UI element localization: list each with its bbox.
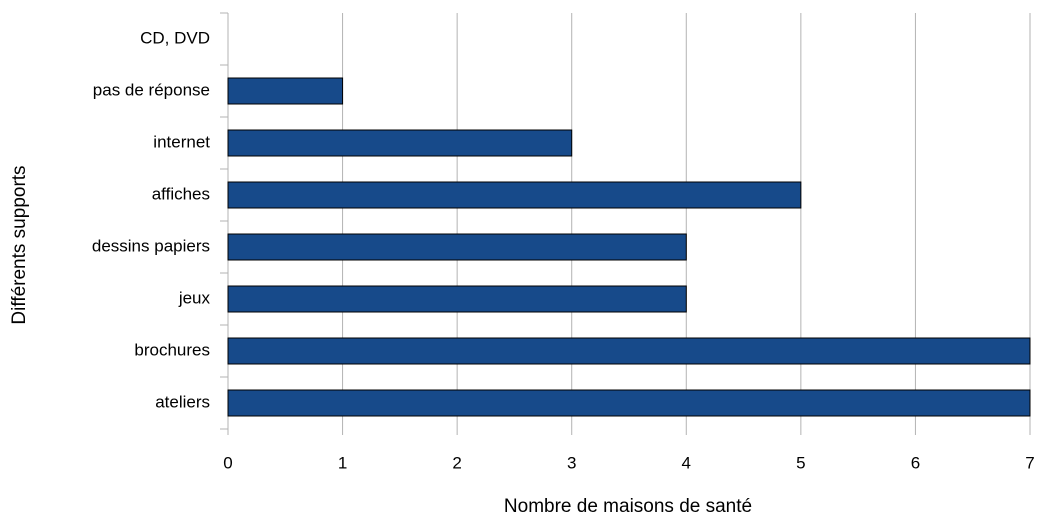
y-tick-label: internet [153, 132, 210, 151]
y-tick-label: jeux [178, 288, 211, 307]
bar [227, 181, 802, 209]
bar [227, 389, 1031, 417]
x-tick-label: 4 [682, 453, 691, 472]
y-axis-label: Différents supports [9, 165, 30, 324]
bar [227, 77, 344, 105]
bar [227, 337, 1031, 365]
bar [227, 285, 687, 313]
x-tick-label: 6 [911, 453, 920, 472]
bar [227, 129, 573, 157]
y-tick-label: dessins papiers [92, 236, 210, 255]
x-tick-label: 7 [1025, 453, 1034, 472]
y-tick-label: affiches [152, 184, 210, 203]
y-tick-label: pas de réponse [93, 80, 210, 99]
x-tick-label: 1 [338, 453, 347, 472]
y-tick-label: ateliers [155, 392, 210, 411]
x-tick-label: 5 [796, 453, 805, 472]
bar [227, 233, 687, 261]
y-tick-label: brochures [134, 340, 210, 359]
y-tick-label: CD, DVD [140, 28, 210, 47]
x-axis-label: Nombre de maisons de santé [504, 496, 752, 517]
x-tick-label: 3 [567, 453, 576, 472]
x-tick-label: 0 [223, 453, 232, 472]
x-tick-label: 2 [452, 453, 461, 472]
